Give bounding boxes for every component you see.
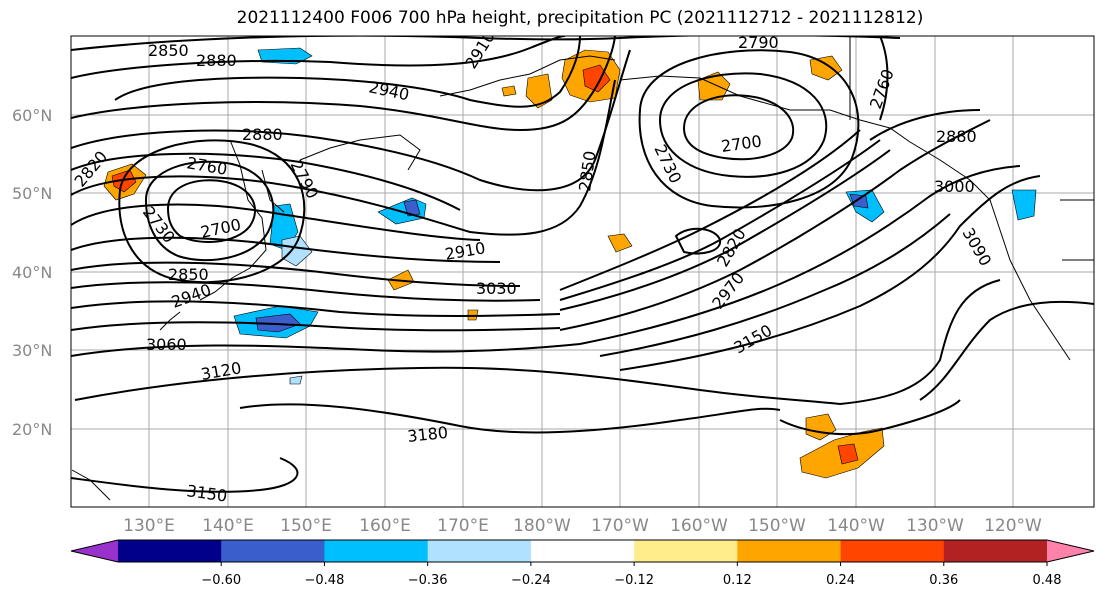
precip-area — [1011, 189, 1037, 221]
contour-label: 2850 — [148, 41, 189, 60]
colorbar-cell — [324, 540, 429, 562]
lon-label: 160°W — [670, 516, 728, 536]
precip-area — [809, 55, 843, 81]
precip-area — [403, 199, 421, 217]
lon-label: 130°W — [906, 516, 964, 536]
precip-area — [289, 375, 303, 385]
latitude-labels: 60°N 50°N 40°N 30°N 20°N — [12, 106, 52, 439]
precip-area — [501, 85, 517, 97]
map-title: 2021112400 F006 700 hPa height, precipit… — [236, 8, 924, 28]
colorbar-tick-label: 0.48 — [1033, 573, 1062, 588]
colorbar: −0.60 −0.48 −0.36 −0.24 −0.12 0.12 0.24 0.36 0.4… — [70, 539, 1095, 588]
lon-label: 180°W — [513, 516, 571, 536]
colorbar-outline — [70, 539, 1095, 563]
lon-label: 170°W — [591, 516, 649, 536]
contour-label: 2850 — [168, 265, 209, 284]
colorbar-cell — [943, 540, 1048, 562]
contour-label: 3180 — [406, 423, 448, 446]
colorbar-tick-label: 0.36 — [929, 573, 958, 588]
colorbar-tick-label: 0.24 — [826, 573, 855, 588]
lat-label: 60°N — [12, 106, 52, 125]
colorbar-cell — [530, 540, 635, 562]
lon-label: 130°E — [123, 516, 175, 536]
colorbar-tick-label: −0.24 — [511, 573, 551, 588]
colorbar-tick-label: −0.12 — [614, 573, 654, 588]
map-frame — [70, 35, 1095, 508]
precipitation-shading — [103, 47, 1037, 479]
lon-label: 170°E — [437, 516, 489, 536]
precip-area — [281, 235, 313, 267]
longitude-labels: 130°E 140°E 150°E 160°E 170°E 180°W 170°… — [123, 516, 1042, 536]
precip-area — [607, 233, 633, 253]
lon-label: 140°E — [202, 516, 254, 536]
lon-label: 150°E — [280, 516, 332, 536]
contour-label: 2880 — [242, 125, 283, 144]
contour-label: 3060 — [146, 335, 187, 354]
contour-label: 2880 — [196, 51, 237, 70]
colorbar-ticks: −0.60 −0.48 −0.36 −0.24 −0.12 0.12 0.24 0.36 0.4… — [201, 562, 1062, 588]
colorbar-tick-label: −0.48 — [305, 573, 345, 588]
colorbar-cell — [118, 540, 222, 562]
contour-label: 3000 — [934, 177, 975, 196]
colorbar-tick-label: 0.12 — [723, 573, 752, 588]
lon-label: 120°W — [984, 516, 1042, 536]
lon-label: 160°E — [359, 516, 411, 536]
precip-area — [697, 71, 731, 101]
graticule — [71, 36, 1094, 507]
colorbar-cells — [71, 540, 1094, 562]
lon-label: 150°W — [748, 516, 806, 536]
lat-label: 50°N — [12, 184, 52, 203]
colorbar-extend-high — [1047, 540, 1094, 562]
colorbar-cell — [427, 540, 532, 562]
colorbar-cell — [840, 540, 945, 562]
contour-label: 2790 — [738, 33, 779, 52]
precip-area — [255, 313, 301, 333]
colorbar-cell — [221, 540, 325, 562]
map-area: 2850 2880 2910 2790 2940 2760 2880 2760 … — [70, 33, 1095, 508]
lat-label: 30°N — [12, 341, 52, 360]
lat-label: 40°N — [12, 263, 52, 282]
colorbar-tick-label: −0.60 — [201, 573, 241, 588]
lon-label: 140°W — [827, 516, 885, 536]
colorbar-tick-label: −0.36 — [408, 573, 448, 588]
height-contours — [71, 36, 1094, 493]
contour-label: 3030 — [476, 279, 517, 298]
precip-area — [837, 443, 859, 465]
lat-label: 20°N — [12, 420, 52, 439]
precip-area — [525, 73, 553, 109]
colorbar-cell — [737, 540, 842, 562]
colorbar-cell — [634, 540, 738, 562]
contour-label: 2880 — [936, 127, 977, 146]
colorbar-extend-low — [71, 540, 118, 562]
precip-area — [111, 169, 137, 193]
